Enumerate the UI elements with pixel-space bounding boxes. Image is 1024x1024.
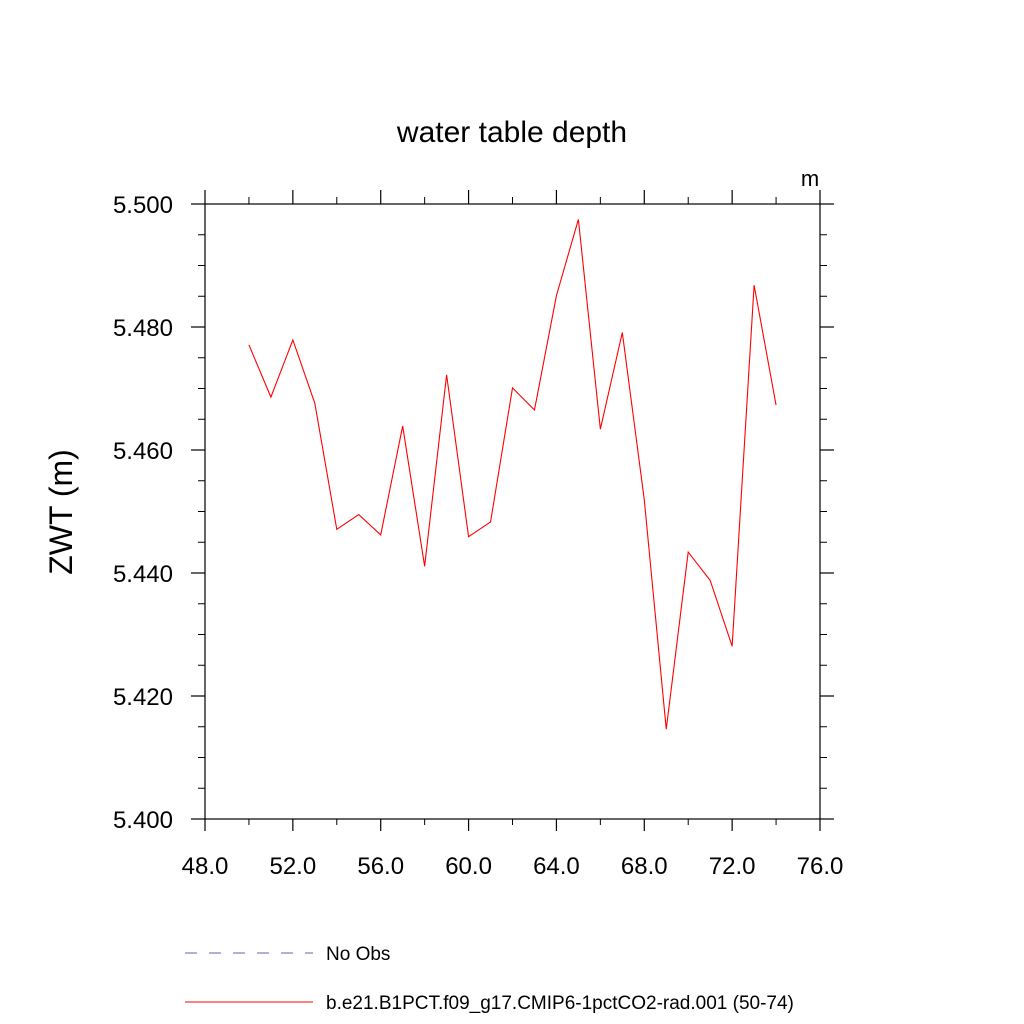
y-tick-label: 5.460 [113,438,173,465]
x-tick-label: 60.0 [445,853,492,880]
legend-label-no-obs: No Obs [326,944,390,965]
series-layer [248,219,777,730]
x-tick-label: 72.0 [709,853,756,880]
x-axis: 48.0 52.0 56.0 60.0 64.0 68.0 72.0 76.0 [182,190,844,880]
y-tick-label: 5.400 [113,807,173,834]
x-tick-label: 48.0 [182,853,229,880]
series-line [248,219,777,730]
x-tick-label: 64.0 [533,853,580,880]
x-tick-label: 68.0 [621,853,668,880]
y-tick-label: 5.500 [113,192,173,219]
legend: No Obs b.e21.B1PCT.f09_g17.CMIP6-1pctCO2… [185,944,794,1014]
chart-title: water table depth [396,116,627,149]
legend-label-model: b.e21.B1PCT.f09_g17.CMIP6-1pctCO2-rad.00… [326,993,794,1014]
y-axis-label: ZWT (m) [43,449,79,575]
plot-frame [204,203,821,820]
units-label: m [801,166,819,191]
x-tick-label: 76.0 [797,853,844,880]
y-tick-label: 5.440 [113,561,173,588]
x-tick-label: 56.0 [357,853,404,880]
y-axis: 5.400 5.420 5.440 5.460 5.480 5.500 [113,192,834,834]
y-tick-label: 5.480 [113,315,173,342]
x-tick-label: 52.0 [269,853,316,880]
y-tick-label: 5.420 [113,684,173,711]
